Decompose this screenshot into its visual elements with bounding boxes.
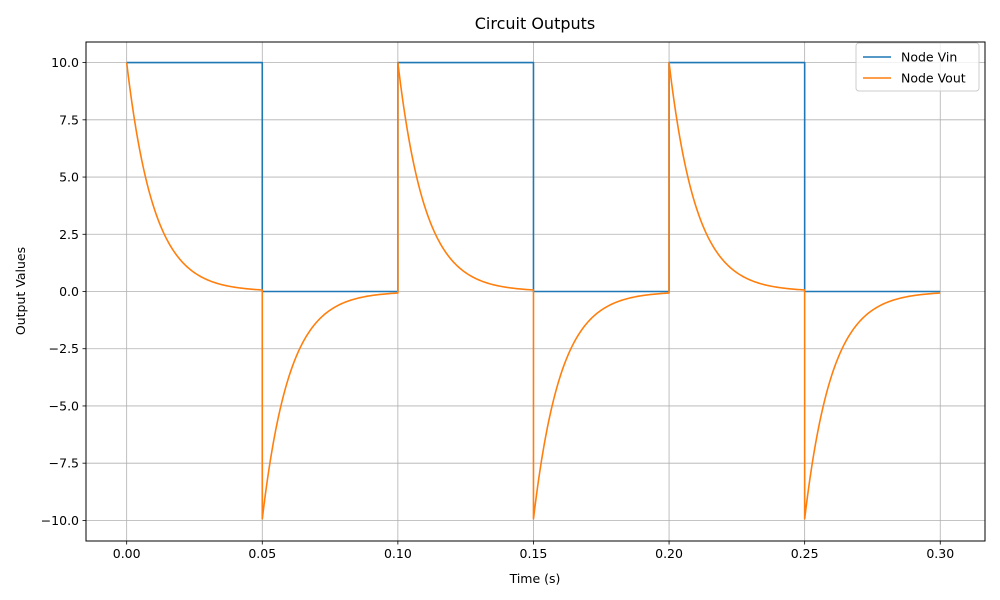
legend-box <box>855 42 980 92</box>
y-tick-label: 10.0 <box>51 55 79 70</box>
x-tick-label: 0.05 <box>248 546 276 561</box>
x-tick-label: 0.25 <box>791 546 819 561</box>
y-tick-label: 7.5 <box>59 112 79 127</box>
x-tick-label: 0.15 <box>520 546 548 561</box>
x-tick-label: 0.20 <box>655 546 683 561</box>
y-tick-label: 5.0 <box>59 170 79 185</box>
series-line-node-vin <box>126 61 941 293</box>
legend-label-node-vout: Node Vout <box>901 71 966 86</box>
x-tick-label: 0.00 <box>113 546 141 561</box>
chart-title: Circuit Outputs <box>475 14 596 33</box>
y-tick-label: −10.0 <box>41 513 79 528</box>
x-tick-label: 0.10 <box>384 546 412 561</box>
legend: Node Vin Node Vout <box>855 42 980 92</box>
series-layer <box>125 61 941 520</box>
x-axis-label: Time (s) <box>509 571 561 586</box>
y-tick-label: −7.5 <box>49 456 79 471</box>
y-axis-ticks: −10.0 −7.5 −5.0 −2.5 0.0 2.5 5.0 7.5 10.0 <box>41 55 86 528</box>
y-tick-label: −5.0 <box>49 398 79 413</box>
y-tick-label: 0.0 <box>59 284 79 299</box>
x-axis-ticks: 0.00 0.05 0.10 0.15 0.20 0.25 0.30 <box>113 541 954 561</box>
y-tick-label: −2.5 <box>49 341 79 356</box>
series-line-node-vout <box>125 61 941 520</box>
legend-label-node-vin: Node Vin <box>901 50 957 65</box>
y-axis-label: Output Values <box>13 247 28 335</box>
y-tick-label: 2.5 <box>59 227 79 242</box>
x-tick-label: 0.30 <box>926 546 954 561</box>
